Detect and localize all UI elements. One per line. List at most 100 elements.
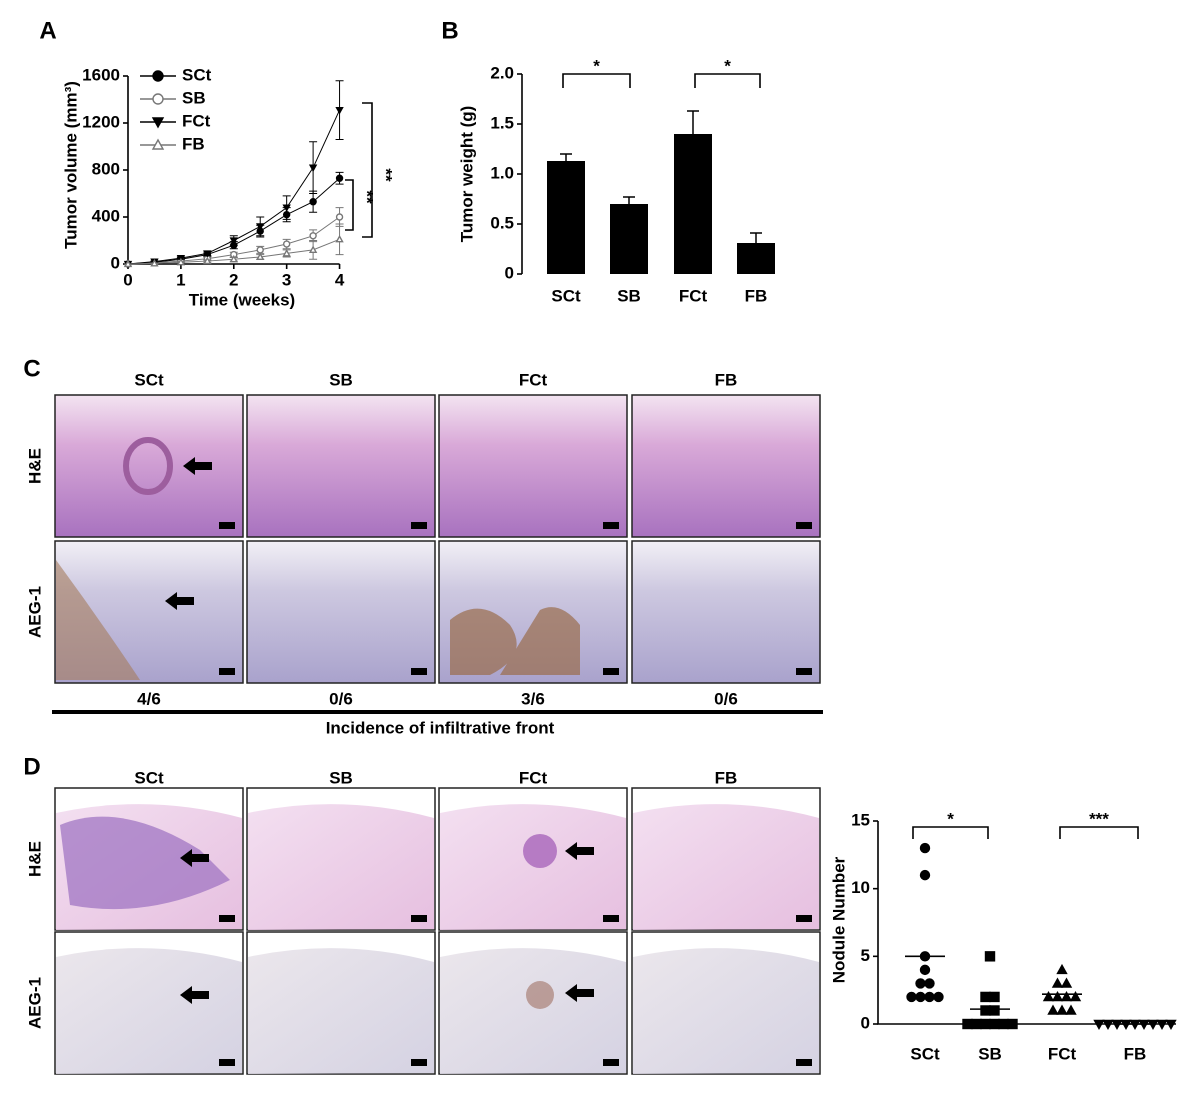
panel-label: D bbox=[23, 753, 40, 780]
arrow bbox=[565, 842, 594, 860]
x-tick-label: SB bbox=[617, 286, 641, 305]
y-tick-label: 1600 bbox=[82, 65, 120, 84]
legend-label: SCt bbox=[182, 65, 212, 84]
scale-bar bbox=[219, 522, 235, 529]
y-tick-label: 1.5 bbox=[490, 113, 514, 132]
marker bbox=[998, 1018, 1009, 1030]
tissue bbox=[633, 948, 819, 1074]
incidence-label: 4/6 bbox=[137, 689, 161, 708]
x-tick-label: SCt bbox=[910, 1044, 940, 1063]
panel-label: C bbox=[23, 355, 40, 382]
micrograph bbox=[631, 540, 821, 684]
significance-label: *** bbox=[1089, 809, 1109, 828]
marker bbox=[919, 869, 931, 881]
column-header: FB bbox=[715, 370, 738, 389]
y-tick-label: 10 bbox=[851, 878, 870, 897]
y-tick-label: 400 bbox=[92, 206, 120, 225]
incidence-label: 3/6 bbox=[521, 689, 545, 708]
y-axis-label: Tumor volume (mm³) bbox=[61, 81, 80, 249]
marker bbox=[256, 246, 264, 254]
scale-bar bbox=[796, 522, 812, 529]
y-tick-label: 0 bbox=[111, 253, 120, 272]
x-tick-label: 0 bbox=[123, 270, 132, 289]
x-tick-label: 1 bbox=[176, 270, 185, 289]
marker bbox=[1056, 1004, 1068, 1015]
column-header: FB bbox=[715, 768, 738, 787]
marker bbox=[1056, 963, 1068, 975]
column-header: SCt bbox=[134, 768, 164, 787]
column-header: SCt bbox=[134, 370, 164, 389]
marker bbox=[229, 254, 238, 263]
column-header: FCt bbox=[519, 768, 548, 787]
scale-bar bbox=[411, 522, 427, 529]
marker bbox=[915, 991, 926, 1003]
bar bbox=[737, 243, 775, 274]
y-tick-label: 0 bbox=[505, 263, 514, 282]
legend-label: FB bbox=[182, 134, 205, 153]
marker bbox=[309, 198, 317, 206]
bar bbox=[610, 204, 648, 274]
marker bbox=[980, 991, 991, 1003]
error-bar bbox=[750, 232, 762, 243]
incidence-label: 0/6 bbox=[714, 689, 738, 708]
marker bbox=[924, 978, 935, 989]
marker bbox=[152, 93, 164, 105]
tissue bbox=[450, 607, 580, 675]
error-bar bbox=[687, 110, 699, 134]
tissue bbox=[440, 948, 626, 1074]
tissue bbox=[523, 834, 557, 868]
marker bbox=[1047, 1004, 1059, 1015]
marker bbox=[1102, 1019, 1114, 1030]
marker bbox=[282, 240, 291, 248]
tissue bbox=[60, 816, 230, 910]
scale-bar bbox=[219, 1059, 235, 1066]
error-bar bbox=[623, 196, 635, 204]
marker bbox=[1060, 977, 1073, 988]
marker bbox=[1069, 990, 1082, 1002]
scale-bar bbox=[796, 668, 812, 675]
legend-label: SB bbox=[182, 88, 206, 107]
marker bbox=[984, 951, 996, 962]
significance-label: ** bbox=[377, 168, 396, 182]
marker bbox=[123, 259, 133, 268]
y-axis-label: Nodule Number bbox=[829, 856, 848, 983]
marker bbox=[151, 138, 165, 150]
marker bbox=[150, 258, 159, 267]
marker bbox=[152, 70, 164, 82]
marker bbox=[203, 256, 212, 265]
micrograph bbox=[54, 394, 244, 538]
marker bbox=[962, 1018, 973, 1030]
scale-bar bbox=[603, 915, 619, 922]
x-tick-label: FCt bbox=[1048, 1044, 1077, 1063]
marker bbox=[1051, 977, 1064, 988]
arrow bbox=[183, 457, 212, 475]
marker bbox=[308, 245, 318, 254]
marker bbox=[151, 117, 165, 129]
marker bbox=[1051, 990, 1064, 1002]
marker bbox=[1156, 1019, 1168, 1030]
marker bbox=[980, 1018, 991, 1030]
y-tick-label: 0 bbox=[861, 1013, 870, 1032]
micrograph bbox=[246, 540, 436, 684]
marker bbox=[203, 250, 212, 258]
row-label: AEG-1 bbox=[25, 977, 44, 1029]
marker bbox=[919, 842, 931, 854]
x-tick-label: FB bbox=[745, 286, 768, 305]
column-header: SB bbox=[329, 768, 353, 787]
x-axis-label: Time (weeks) bbox=[189, 290, 295, 309]
tissue bbox=[526, 981, 554, 1009]
arrow bbox=[165, 592, 194, 610]
y-axis-label: Tumor weight (g) bbox=[457, 106, 476, 243]
scale-bar bbox=[411, 668, 427, 675]
tissue bbox=[248, 948, 434, 1074]
significance-bracket bbox=[1059, 826, 1139, 839]
marker bbox=[989, 1005, 1000, 1016]
y-tick-label: 1.0 bbox=[490, 163, 514, 182]
significance-label: * bbox=[947, 809, 954, 828]
scale-bar bbox=[411, 915, 427, 922]
arrow bbox=[180, 986, 209, 1004]
marker bbox=[989, 991, 1000, 1003]
y-tick-label: 1200 bbox=[82, 112, 120, 131]
row-label: H&E bbox=[25, 841, 44, 877]
significance-label: * bbox=[593, 56, 600, 75]
